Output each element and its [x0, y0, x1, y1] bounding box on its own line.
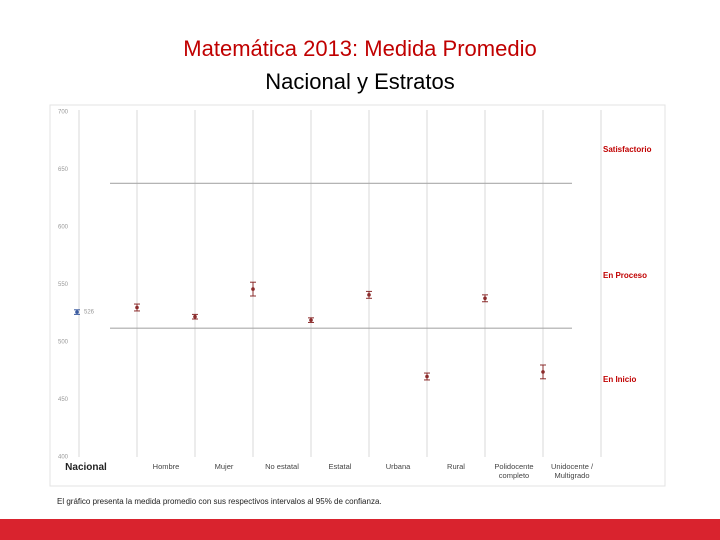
point [483, 296, 487, 301]
y-tick-label: 450 [58, 397, 69, 403]
point [367, 293, 371, 297]
title: Matemática 2013: Medida Promedio Naciona… [0, 32, 720, 98]
point [75, 310, 79, 314]
chart-subtitle: Nacional y Estratos [265, 69, 455, 94]
point [425, 374, 429, 379]
footer-bar [0, 519, 720, 540]
x-tick-label: No estatal [265, 462, 299, 471]
band-label: En Proceso [603, 271, 647, 280]
point [135, 305, 139, 310]
x-tick-label: Unidocente / Multigrado [550, 462, 594, 480]
x-tick-label: Rural [447, 462, 465, 471]
x-tick-label: Polidocente completo [494, 462, 534, 480]
y-tick-label: 700 [58, 110, 69, 116]
x-tick-label: Mujer [214, 462, 234, 471]
y-tick-label: 650 [58, 167, 69, 173]
y-tick-label: 600 [58, 225, 69, 231]
point [193, 314, 197, 319]
point [541, 370, 545, 374]
footnote: El gráfico presenta la medida promedio c… [57, 497, 382, 506]
plot-frame [49, 104, 666, 487]
chart-title: Matemática 2013: Medida Promedio [183, 36, 537, 61]
x-tick-label: Urbana [385, 462, 411, 471]
band-label: En Inicio [603, 375, 636, 384]
point [309, 318, 313, 322]
data-label: 526 [84, 310, 95, 316]
y-tick-label: 400 [58, 455, 69, 461]
x-tick-label: Hombre [152, 462, 180, 471]
point [251, 287, 255, 291]
x-tick-label: Nacional [65, 462, 107, 473]
x-tick-label: Estatal [328, 462, 352, 471]
y-tick-label: 500 [58, 340, 69, 346]
y-tick-label: 550 [58, 282, 69, 288]
band-label: Satisfactorio [603, 145, 652, 154]
